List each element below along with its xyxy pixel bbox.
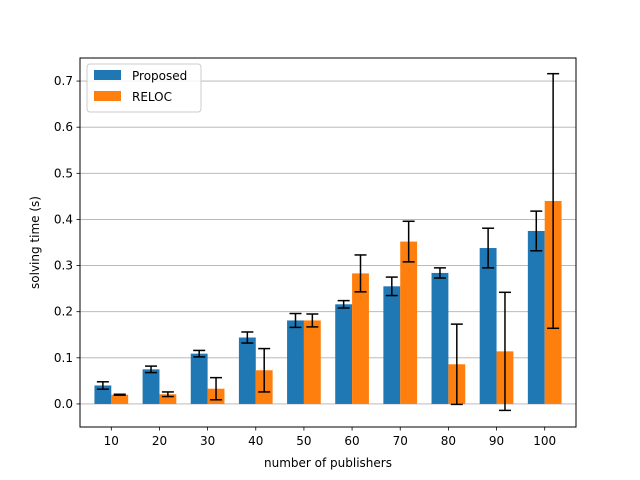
bar-reloc-50 bbox=[303, 320, 321, 404]
error-bars bbox=[96, 72, 560, 412]
x-tick-label: 30 bbox=[200, 434, 215, 448]
bar-reloc-20 bbox=[159, 394, 177, 404]
legend-swatch-reloc bbox=[94, 91, 121, 101]
y-axis-label: solving time (s) bbox=[28, 196, 42, 289]
plot-frame bbox=[79, 57, 577, 428]
y-tick-label: 0.3 bbox=[54, 259, 73, 273]
bar-proposed-10 bbox=[94, 385, 112, 404]
legend-label-reloc: RELOC bbox=[132, 90, 172, 104]
x-axis-label: number of publishers bbox=[264, 456, 392, 470]
x-tick-label: 50 bbox=[296, 434, 311, 448]
y-tick-label: 0.5 bbox=[54, 166, 73, 180]
bar-proposed-90 bbox=[479, 248, 497, 404]
bar-proposed-50 bbox=[287, 320, 304, 404]
y-tick-label: 0.4 bbox=[54, 212, 73, 226]
legend-label-proposed: Proposed bbox=[132, 69, 187, 83]
y-tick-label: 0.7 bbox=[54, 74, 73, 88]
bars bbox=[94, 200, 562, 404]
bar-reloc-60 bbox=[352, 273, 369, 404]
x-tick-label: 100 bbox=[533, 434, 556, 448]
bar-proposed-20 bbox=[142, 369, 160, 404]
x-tick-label: 90 bbox=[489, 434, 504, 448]
bar-reloc-10 bbox=[111, 394, 129, 404]
bar-proposed-100 bbox=[527, 230, 545, 404]
x-axis-ticks: 10 20 30 40 50 60 70 80 90 100 bbox=[104, 427, 556, 448]
y-tick-label: 0.2 bbox=[54, 305, 73, 319]
x-tick-label: 40 bbox=[248, 434, 263, 448]
bar-proposed-60 bbox=[335, 304, 353, 404]
x-tick-label: 70 bbox=[393, 434, 408, 448]
x-tick-label: 20 bbox=[152, 434, 167, 448]
y-tick-label: 0.6 bbox=[54, 120, 73, 134]
bar-reloc-70 bbox=[400, 241, 418, 404]
y-tick-label: 0.0 bbox=[54, 397, 73, 411]
x-tick-label: 60 bbox=[344, 434, 359, 448]
x-tick-label: 80 bbox=[441, 434, 456, 448]
bar-proposed-80 bbox=[431, 272, 449, 404]
bar-proposed-40 bbox=[238, 337, 256, 404]
y-tick-label: 0.1 bbox=[54, 351, 73, 365]
legend: Proposed RELOC bbox=[86, 63, 202, 113]
legend-swatch-proposed bbox=[94, 70, 121, 80]
y-axis-ticks: 0.0 0.1 0.2 0.3 0.4 0.5 0.6 0.7 bbox=[54, 74, 80, 411]
bar-proposed-30 bbox=[190, 353, 208, 404]
x-tick-label: 10 bbox=[104, 434, 119, 448]
bar-proposed-70 bbox=[383, 286, 401, 404]
